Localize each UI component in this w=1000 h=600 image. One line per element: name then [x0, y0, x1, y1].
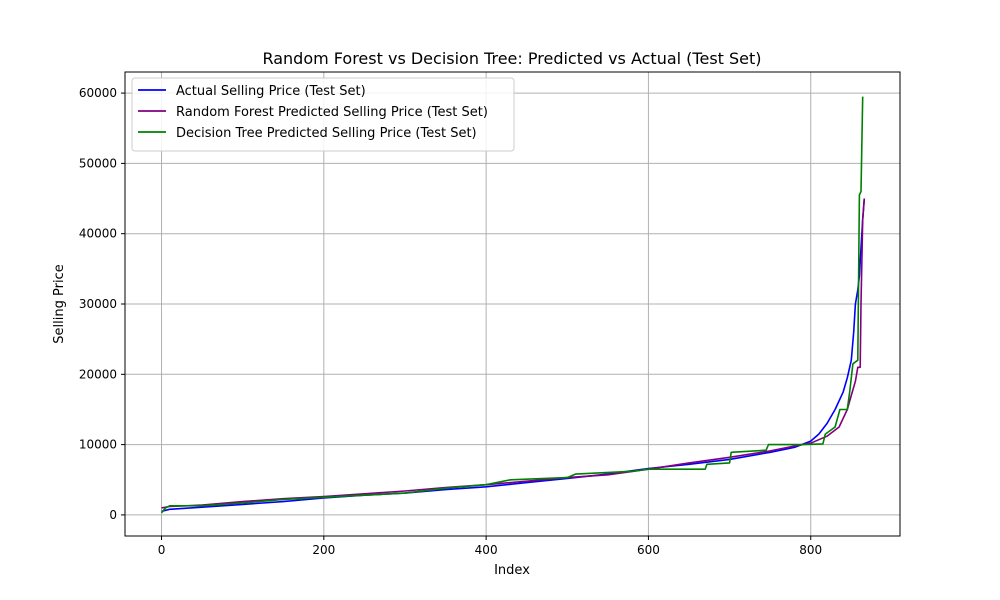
series-line-3 — [160, 96, 864, 514]
y-tick-label: 50000 — [79, 156, 117, 170]
legend-label: Decision Tree Predicted Selling Price (T… — [176, 126, 477, 141]
y-axis-label: Selling Price — [52, 264, 67, 343]
legend-label: Actual Selling Price (Test Set) — [176, 84, 366, 99]
y-tick-label: 20000 — [79, 367, 117, 381]
chart-title: Random Forest vs Decision Tree: Predicte… — [262, 49, 761, 68]
x-axis-label: Index — [494, 563, 530, 578]
y-tick-label: 0 — [109, 508, 117, 522]
axis-ticks: 0 200 400 600 800 0 10000 20000 30000 40000 50000 6… — [79, 86, 822, 557]
series-lines — [160, 96, 866, 514]
y-tick-label: 10000 — [79, 438, 117, 452]
x-tick-label: 800 — [799, 543, 822, 557]
x-tick-label: 400 — [475, 543, 498, 557]
y-tick-label: 40000 — [79, 227, 117, 241]
legend-box — [131, 77, 515, 152]
legend: Actual Selling Price (Test Set) Random Fo… — [131, 77, 515, 152]
x-tick-label: 600 — [637, 543, 660, 557]
x-tick-label: 0 — [158, 543, 166, 557]
legend-label: Random Forest Predicted Selling Price (T… — [176, 105, 488, 120]
x-tick-label: 200 — [312, 543, 335, 557]
y-tick-label: 30000 — [79, 297, 117, 311]
y-tick-label: 60000 — [79, 86, 117, 100]
